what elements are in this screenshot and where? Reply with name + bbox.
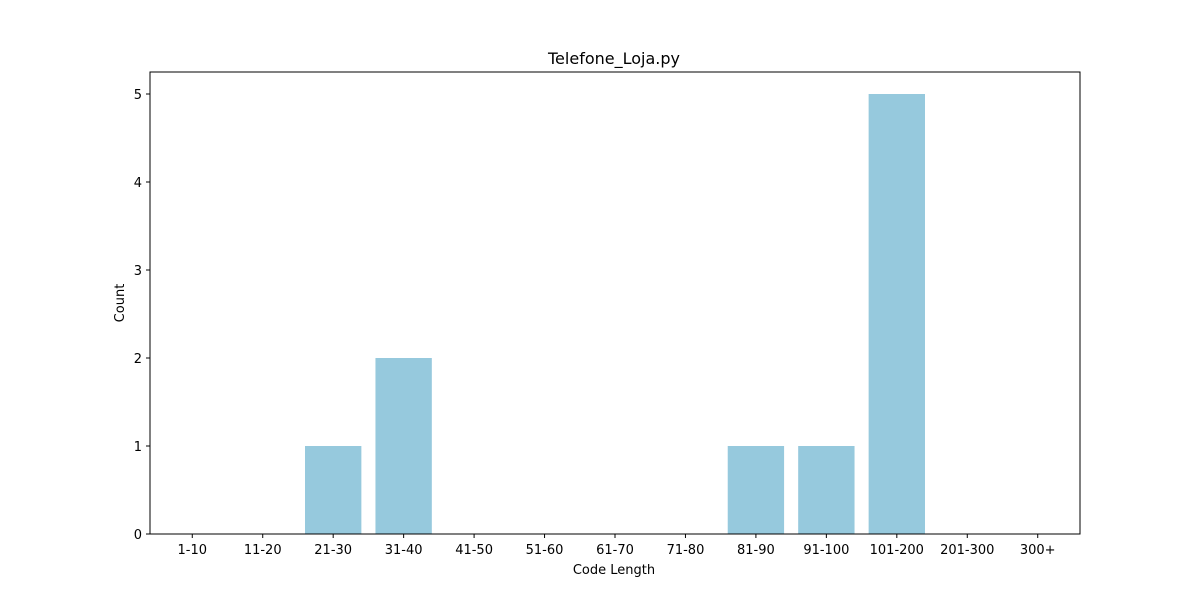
y-axis-label: Count: [113, 284, 128, 323]
x-tick-label: 81-90: [737, 543, 775, 558]
x-tick-label: 71-80: [667, 543, 705, 558]
y-axis: 0 1 2 3 4 5: [134, 88, 150, 543]
x-tick-label: 1-10: [178, 543, 208, 558]
x-tick-label: 300+: [1020, 543, 1056, 558]
x-tick-label: 21-30: [314, 543, 352, 558]
plot-frame: [149, 71, 1081, 535]
bar-21-30: [305, 446, 362, 534]
x-tick-label: 31-40: [385, 543, 423, 558]
bars: [305, 94, 925, 534]
x-tick-label: 101-200: [870, 543, 924, 558]
bar-91-100: [798, 446, 855, 534]
bar-81-90: [727, 446, 785, 534]
x-axis-label: Code Length: [573, 563, 655, 578]
x-axis: 1-10 11-20 21-30 31-40 41-50 51-60 61-70 71-80 8…: [178, 534, 1056, 558]
x-tick-label: 91-100: [803, 543, 849, 558]
y-tick-label: 1: [134, 440, 142, 455]
chart-title: Telefone_Loja.py: [547, 49, 680, 69]
x-tick-label: 41-50: [455, 543, 493, 558]
y-tick-label: 5: [134, 88, 142, 103]
x-tick-label: 201-300: [940, 543, 994, 558]
y-tick-label: 0: [134, 528, 142, 543]
x-tick-label: 61-70: [596, 543, 634, 558]
x-tick-label: 11-20: [244, 543, 282, 558]
y-tick-label: 4: [134, 176, 142, 191]
y-tick-label: 2: [134, 352, 142, 367]
y-tick-label: 3: [134, 264, 142, 279]
x-tick-label: 51-60: [526, 543, 564, 558]
bar-101-200: [868, 94, 925, 534]
bar-31-40: [375, 358, 432, 534]
